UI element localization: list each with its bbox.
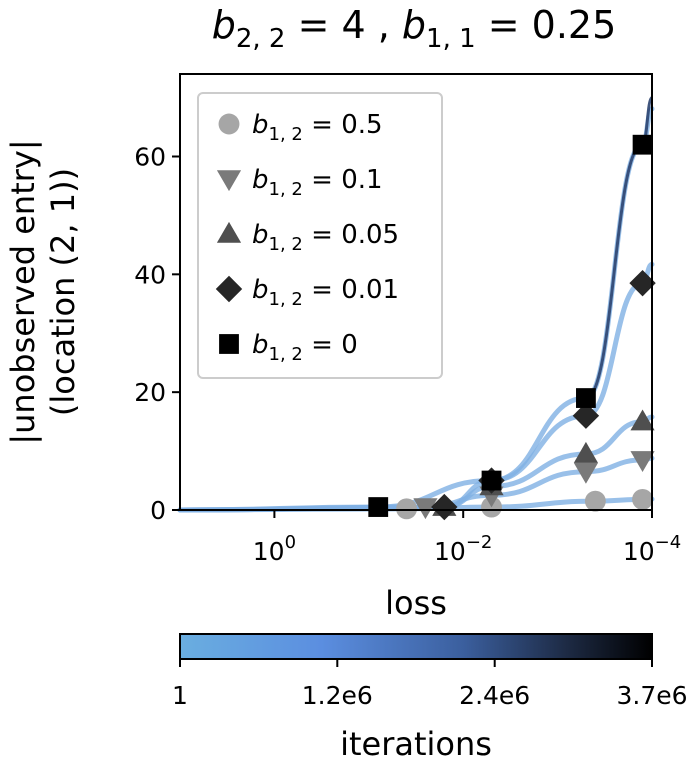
colorbar-tick-label: 1 [172,681,188,710]
legend-label: b1, 2 = 0.1 [252,165,383,200]
data-point-triangle-up [573,441,599,463]
y-tick-label: 40 [134,260,166,289]
legend: b1, 2 = 0.5 b1, 2 = 0.1 b1, 2 = 0.05 b1, 2 … [197,92,443,379]
legend-label: b1, 2 = 0 [252,330,358,365]
colorbar-label: iterations [340,725,492,763]
legend-box [197,92,443,379]
colorbar-tick-label: 2.4e6 [459,681,530,710]
x-axis-label: loss [385,584,447,622]
plot-area [177,96,656,521]
data-point-square [576,388,596,408]
data-point-circle [584,490,606,512]
y-axis-ticks: 0 20 40 60 [134,142,180,525]
data-point-diamond [629,269,656,297]
data-point-square [481,470,502,491]
legend-label: b1, 2 = 0.5 [252,110,383,145]
legend-label: b1, 2 = 0.05 [252,220,399,255]
x-tick-label: 100 [253,532,296,566]
data-point-diamond [431,493,458,521]
legend-marker-circle [218,113,240,135]
axes-frame [179,73,653,511]
legend-marker-triangle-down [216,170,242,192]
fit-curve-late-iterations [585,96,654,400]
chart-title: b2, 2 = 4 , b1, 1 = 0.25 [212,3,617,54]
data-point-circle [396,498,418,520]
legend-marker-square [219,334,239,354]
x-tick-label: 10−4 [623,532,681,566]
data-point-circle [632,488,654,510]
y-tick-label: 0 [150,496,166,525]
x-tick-label: 10−2 [434,532,492,566]
legend-label: b1, 2 = 0.01 [252,275,399,310]
y-tick-label: 60 [134,142,166,171]
data-point-square [632,134,653,155]
data-point-triangle-up [630,409,655,431]
y-tick-label: 20 [134,378,166,407]
data-point-triangle-down [630,451,655,473]
colorbar [179,633,653,660]
data-point-triangle-down [413,498,438,520]
colorbar-tick-label: 1.2e6 [302,681,373,710]
y-axis-label-line1: |unobserved entry| [4,139,42,444]
y-axis-label-line2: (location (2, 1)) [44,168,82,416]
x-axis-ticks: 100 10−2 10−4 [253,510,681,566]
colorbar-tick-label: 3.7e6 [616,681,687,710]
legend-marker-diamond [215,275,243,303]
legend-marker-triangle-up [216,221,242,243]
data-point-diamond [572,402,600,429]
colorbar-ticks: 1 1.2e6 2.4e6 3.7e6 [172,659,688,710]
data-point-triangle-down [573,462,599,484]
data-point-square [368,497,389,517]
